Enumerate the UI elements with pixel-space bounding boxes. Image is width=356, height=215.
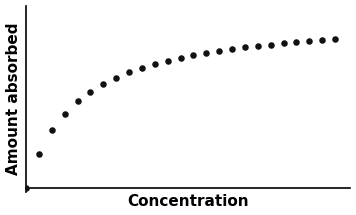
Point	[178, 56, 183, 60]
Point	[319, 38, 325, 42]
Point	[113, 76, 119, 79]
Point	[62, 112, 68, 115]
Point	[88, 90, 93, 94]
Point	[216, 49, 222, 53]
Point	[332, 37, 338, 41]
Point	[165, 59, 171, 62]
Point	[139, 66, 145, 70]
Point	[190, 54, 196, 57]
Point	[203, 51, 209, 55]
Point	[281, 41, 286, 45]
Point	[307, 39, 312, 43]
Y-axis label: Amount absorbed: Amount absorbed	[6, 23, 21, 175]
Point	[36, 152, 42, 155]
Point	[75, 100, 80, 103]
Point	[126, 71, 132, 74]
X-axis label: Concentration: Concentration	[127, 194, 249, 209]
Point	[23, 187, 29, 190]
Point	[255, 44, 261, 48]
Point	[268, 43, 273, 46]
Point	[242, 46, 248, 49]
Point	[152, 62, 158, 66]
Point	[100, 82, 106, 86]
Point	[49, 129, 55, 132]
Point	[294, 40, 299, 44]
Point	[229, 47, 235, 51]
